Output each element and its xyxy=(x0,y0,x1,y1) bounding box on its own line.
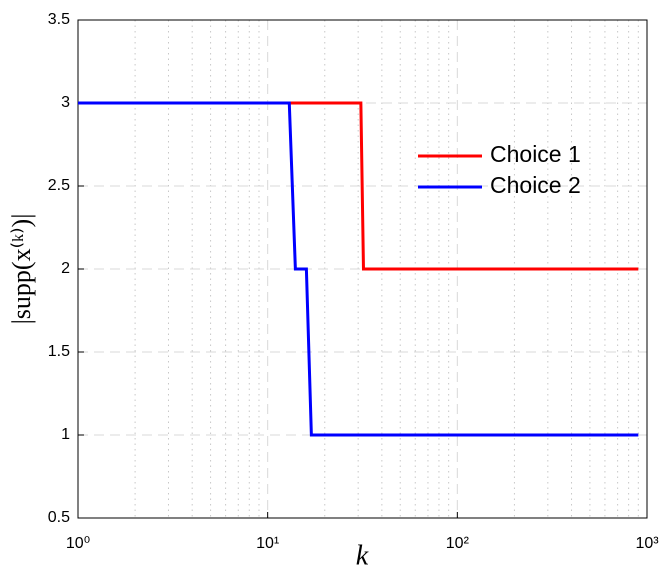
legend-label: Choice 1 xyxy=(490,141,581,167)
series-line xyxy=(78,101,639,437)
legend-label: Choice 2 xyxy=(490,172,581,198)
y-tick-label: 1.5 xyxy=(48,343,70,360)
y-tick-label: 1 xyxy=(61,426,70,443)
plot-frame xyxy=(77,19,648,519)
x-tick-label: 10² xyxy=(446,535,470,552)
y-tick-label: 3.5 xyxy=(48,11,70,28)
x-axis-label: k xyxy=(356,540,369,571)
y-tick-label: 3 xyxy=(61,94,70,111)
x-tick-label: 10¹ xyxy=(256,535,279,552)
y-tick-label: 2 xyxy=(61,260,70,277)
x-tick-label: 10⁰ xyxy=(66,535,90,552)
y-axis-label: |supp(x⁽ᵏ⁾)| xyxy=(7,214,36,325)
x-tick-label: 10³ xyxy=(635,535,659,552)
y-tick-label: 2.5 xyxy=(48,177,70,194)
y-tick-label: 0.5 xyxy=(48,509,70,526)
